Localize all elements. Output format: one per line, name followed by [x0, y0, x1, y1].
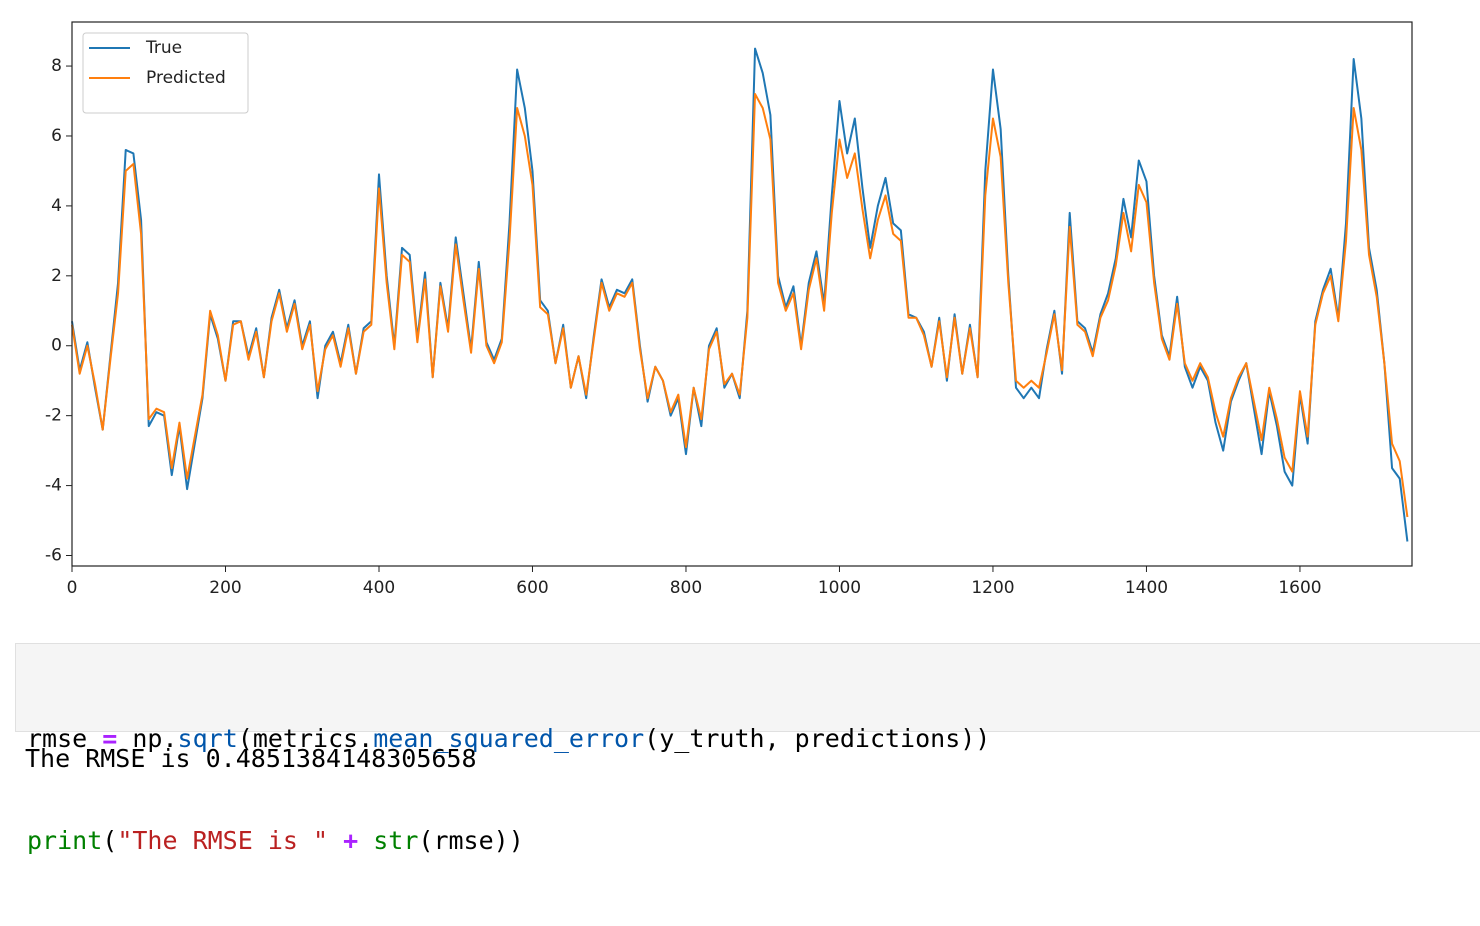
x-tick-label: 0 — [67, 578, 78, 598]
y-tick-label: 2 — [51, 266, 62, 286]
x-tick-label: 200 — [209, 578, 241, 598]
y-tick-label: -2 — [45, 406, 62, 426]
data-line — [71, 47, 1409, 542]
y-tick-label: 6 — [51, 126, 62, 146]
notebook: -6 -4 -2 0 2 4 6 8 0 200 400 600 800 1000 1200 1400 1600… — [15, 21, 1480, 855]
token — [358, 826, 373, 855]
y-tick-label: 0 — [51, 336, 62, 356]
token: (y_truth, predictions)) — [644, 724, 991, 753]
y-tick-label: 8 — [51, 56, 62, 76]
token: print — [27, 826, 103, 855]
code: rmse = np.sqrt(metrics.mean_squared_erro… — [27, 654, 990, 926]
x-tick-label: 1600 — [1278, 578, 1321, 598]
token: sqrt — [177, 724, 238, 753]
x-tick-label: 1000 — [818, 578, 861, 598]
code-line: print("The RMSE is " + str(rmse)) — [27, 824, 990, 858]
chart: -6 -4 -2 0 2 4 6 8 0 200 400 600 800 1000 1200 1400 1600… — [45, 21, 1413, 598]
legend-label: Predicted — [146, 68, 226, 88]
code-line: rmse = np.sqrt(metrics.mean_squared_erro… — [27, 722, 990, 756]
token: ( — [102, 826, 118, 855]
y-tick-label: 4 — [51, 196, 62, 216]
x-tick-label: 1200 — [971, 578, 1014, 598]
token: np. — [117, 724, 178, 753]
token: "The RMSE is " — [117, 826, 329, 855]
token: (rmse)) — [418, 826, 524, 855]
cell-output: The RMSE is 0.4851384148305658 — [25, 744, 477, 773]
x-tick-label: 800 — [670, 578, 702, 598]
x-tick-label: 600 — [516, 578, 548, 598]
plot-frame — [71, 21, 1413, 567]
token: mean_squared_error — [373, 724, 645, 753]
code-cell[interactable]: rmse = np.sqrt(metrics.mean_squared_erro… — [15, 643, 1480, 855]
x-tick-label: 1400 — [1125, 578, 1168, 598]
token: str — [373, 826, 419, 855]
token: = — [102, 724, 118, 753]
y-tick-label: -4 — [45, 476, 62, 496]
legend-label: True — [145, 38, 182, 58]
data-line — [71, 93, 1409, 518]
token: + — [343, 826, 359, 855]
token: rmse — [27, 724, 103, 753]
token: (metrics. — [237, 724, 374, 753]
legend-box — [82, 32, 249, 114]
y-tick-label: -6 — [45, 546, 62, 566]
x-tick-label: 400 — [363, 578, 395, 598]
token — [328, 826, 343, 855]
